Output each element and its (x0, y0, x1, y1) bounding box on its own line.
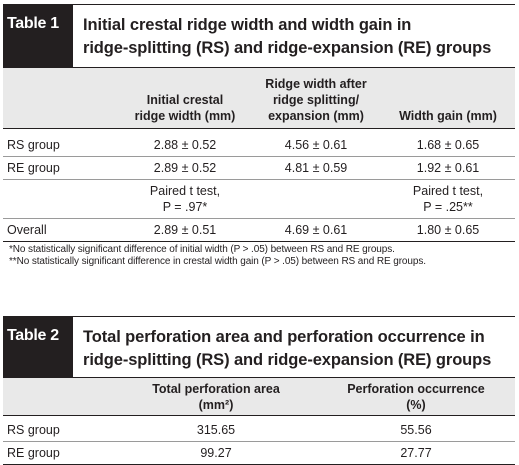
table-row-overall: Overall 2.89 ± 0.51 4.69 ± 0.61 1.80 ± 0… (3, 218, 515, 242)
table-cell: 2.88 ± 0.52 (153, 138, 217, 152)
test-line: P = .25** (423, 200, 473, 214)
table-row-test: Paired t test, P = .97* Paired t test, P… (3, 179, 515, 218)
table-cell: 1.92 ± 0.61 (416, 161, 480, 175)
header-line: Width gain (mm) (399, 109, 497, 123)
column-header-width-after: Ridge width after ridge splitting/ expan… (253, 76, 379, 124)
table-2-title: Total perforation area and perforation o… (83, 326, 513, 372)
column-header-initial-width: Initial crestal ridge width (mm) (121, 92, 249, 124)
header-line: Ridge width after (265, 77, 367, 91)
table-row: RE group 99.27 27.77 (3, 441, 515, 465)
table-2-title-line-2: ridge-splitting (RS) and ridge-expansion… (83, 351, 492, 369)
header-line: expansion (mm) (268, 109, 364, 123)
table-cell: 1.80 ± 0.65 (416, 223, 480, 237)
table-cell: 1.68 ± 0.65 (416, 138, 480, 152)
table-cell: 4.81 ± 0.59 (284, 161, 348, 175)
table-1-title: Initial crestal ridge width and width ga… (83, 14, 513, 60)
table-2-header: Table 2 Total perforation area and perfo… (3, 316, 515, 377)
header-line: (%) (406, 398, 426, 412)
row-label: RS group (7, 138, 60, 152)
table-1: Table 1 Initial crestal ridge width and … (3, 4, 515, 267)
row-label: RS group (7, 423, 60, 437)
table-cell: 2.89 ± 0.51 (153, 223, 217, 237)
table-cell: 4.56 ± 0.61 (284, 138, 348, 152)
table-2-label: Table 2 (3, 317, 73, 377)
test-line: Paired t test, (149, 184, 221, 198)
table-2: Table 2 Total perforation area and perfo… (3, 316, 515, 465)
table-row: RS group 2.88 ± 0.52 4.56 ± 0.61 1.68 ± … (3, 134, 515, 156)
paired-test-initial-width: Paired t test, P = .97* (121, 183, 249, 215)
footnote: **No statistically significant differenc… (9, 256, 426, 267)
table-cell: 99.27 (200, 446, 232, 460)
header-line: ridge splitting/ (272, 93, 360, 107)
table-cell: 27.77 (400, 446, 432, 460)
column-header-total-perforation-area: Total perforation area (mm²) (121, 381, 311, 413)
table-1-column-headers: Initial crestal ridge width (mm) Ridge w… (3, 67, 515, 129)
table-1-title-line-2: ridge-splitting (RS) and ridge-expansion… (83, 39, 492, 57)
paired-test-width-gain: Paired t test, P = .25** (383, 183, 513, 215)
table-cell: 315.65 (196, 423, 236, 437)
table-1-label: Table 1 (3, 5, 73, 67)
table-1-footnotes: *No statistically significant difference… (9, 244, 426, 268)
table-2-column-headers: Total perforation area (mm²) Perforation… (3, 377, 515, 416)
row-label: Overall (7, 223, 47, 237)
test-line: P = .97* (162, 200, 208, 214)
header-line: Initial crestal (146, 93, 224, 107)
table-row: RE group 2.89 ± 0.52 4.81 ± 0.59 1.92 ± … (3, 156, 515, 179)
header-line: (mm²) (198, 398, 234, 412)
row-label: RE group (7, 446, 60, 460)
header-line: Perforation occurrence (347, 382, 485, 396)
header-line: ridge width (mm) (134, 109, 236, 123)
table-cell: 55.56 (400, 423, 432, 437)
table-cell: 4.69 ± 0.61 (284, 223, 348, 237)
table-1-header: Table 1 Initial crestal ridge width and … (3, 4, 515, 67)
column-header-perforation-occurrence: Perforation occurrence (%) (321, 381, 511, 413)
row-label: RE group (7, 161, 60, 175)
table-row: RS group 315.65 55.56 (3, 419, 515, 441)
table-1-title-line-1: Initial crestal ridge width and width ga… (83, 16, 412, 34)
column-header-width-gain: Width gain (mm) (383, 108, 513, 124)
test-line: Paired t test, (412, 184, 484, 198)
table-2-title-line-1: Total perforation area and perforation o… (83, 328, 485, 346)
footnote: *No statistically significant difference… (9, 244, 395, 255)
table-cell: 2.89 ± 0.52 (153, 161, 217, 175)
header-line: Total perforation area (152, 382, 280, 396)
